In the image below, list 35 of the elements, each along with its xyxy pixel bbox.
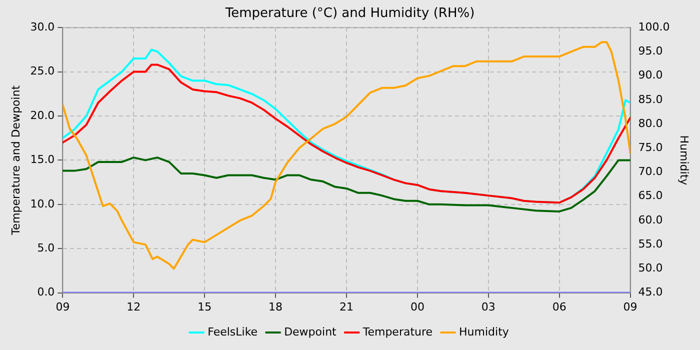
y-tick-label: 25.0 (30, 64, 55, 78)
legend-label: Dewpoint (284, 325, 338, 338)
x-tick-label: 03 (481, 300, 496, 314)
x-tick-label: 09 (56, 300, 70, 314)
y2-tick-label: 95.0 (638, 44, 663, 58)
chart-title: Temperature (°C) and Humidity (RH%) (224, 6, 475, 22)
y2-tick-label: 60.0 (638, 213, 663, 226)
y2-tick-label: 45.0 (638, 286, 663, 299)
y-tick-label: 5.0 (37, 241, 55, 254)
y-tick-label: 10.0 (30, 197, 55, 210)
legend-label: Humidity (459, 325, 510, 338)
y-axis-title: Temperature and Dewpoint (9, 84, 22, 236)
y-tick-label: 15.0 (30, 153, 55, 166)
y2-tick-label: 100.0 (638, 20, 670, 34)
x-tick-label: 09 (623, 300, 638, 314)
x-tick-label: 00 (410, 300, 424, 314)
y2-tick-label: 55.0 (638, 237, 663, 250)
y2-tick-label: 65.0 (638, 189, 663, 202)
y2-tick-label: 90.0 (638, 68, 663, 82)
x-tick-label: 15 (198, 300, 212, 314)
y-tick-label: 0.0 (37, 286, 55, 299)
y2-tick-label: 75.0 (638, 141, 663, 154)
y2-tick-label: 80.0 (638, 116, 663, 130)
y2-tick-label: 70.0 (638, 165, 663, 178)
y2-tick-label: 85.0 (638, 92, 663, 106)
x-tick-label: 12 (126, 300, 141, 314)
y2-axis-title: Humidity (678, 135, 691, 186)
x-tick-label: 18 (268, 300, 283, 314)
y-tick-label: 20.0 (30, 108, 55, 122)
y-tick-label: 30.0 (30, 20, 55, 34)
legend-label: Temperature (362, 325, 433, 338)
x-tick-label: 06 (552, 300, 566, 314)
x-tick-label: 21 (340, 300, 354, 314)
y2-tick-label: 50.0 (638, 262, 663, 275)
legend-label: FeelsLike (208, 325, 258, 338)
